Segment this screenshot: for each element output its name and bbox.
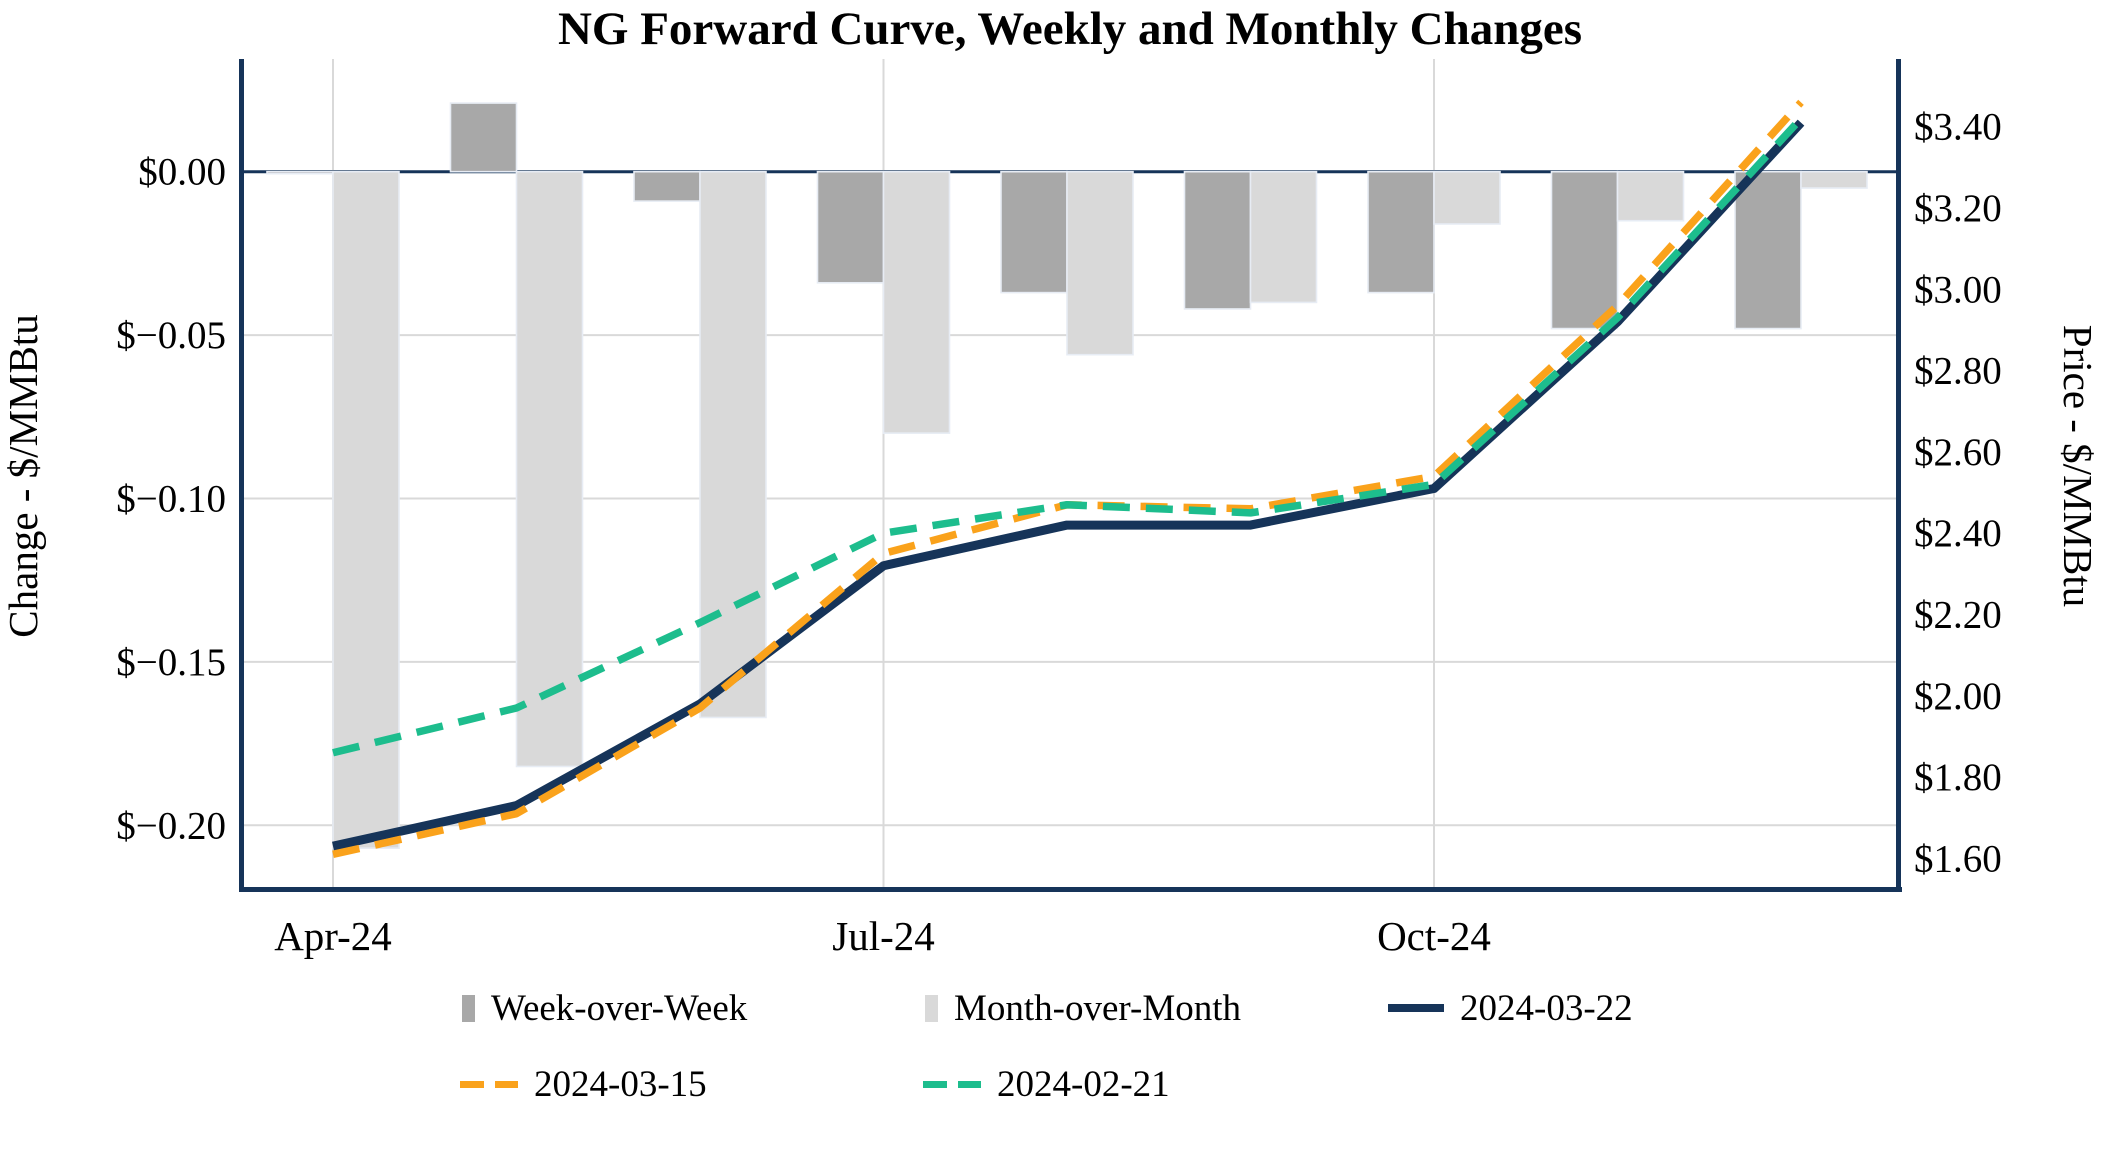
- legend-label: Month-over-Month: [954, 987, 1242, 1029]
- bar: [332, 170, 400, 849]
- bar: [1183, 170, 1252, 310]
- bar: [633, 170, 701, 202]
- bar: [449, 102, 518, 173]
- bar: [515, 170, 584, 768]
- tick-label: $−0.05: [116, 314, 226, 357]
- legend-label: 2024-03-22: [1460, 987, 1633, 1029]
- tick-label: $3.00: [1914, 268, 2002, 311]
- legend-item-week-over-week: Week-over-Week: [462, 982, 747, 1034]
- bar: [1367, 170, 1435, 294]
- legend-label: 2024-03-15: [534, 1063, 707, 1105]
- tick-label: $0.00: [138, 151, 226, 194]
- tick-label: $2.40: [1914, 512, 2002, 555]
- tick-label: $1.60: [1914, 837, 2002, 880]
- week-over-week-swatch-icon: [462, 994, 475, 1022]
- month-over-month-swatch-icon: [925, 994, 938, 1022]
- legend-item-2024-02-21: 2024-02-21: [923, 1058, 1170, 1110]
- legend-item-month-over-month: Month-over-Month: [925, 982, 1241, 1034]
- bar: [1000, 170, 1068, 294]
- tick-label: $−0.10: [116, 478, 226, 521]
- left-axis-label: Change - $/MMBtu: [0, 314, 46, 638]
- solid-line-swatch-icon: [1388, 1004, 1444, 1012]
- bars-week-over-week: [266, 102, 1802, 330]
- tick-label: $1.80: [1914, 756, 2002, 799]
- tick-label: $2.80: [1914, 350, 2002, 393]
- bar: [1249, 170, 1318, 304]
- bar: [1800, 170, 1868, 189]
- bar: [699, 170, 767, 719]
- tick-label: Oct-24: [1377, 913, 1491, 959]
- tick-label: $2.00: [1914, 675, 2002, 718]
- right-axis-label: Price - $/MMBtu: [2055, 324, 2101, 608]
- bars: [266, 102, 1868, 849]
- bar: [882, 170, 951, 434]
- bar: [816, 170, 885, 284]
- bar: [1066, 170, 1134, 356]
- tick-label: $3.40: [1914, 106, 2002, 149]
- bar: [1734, 170, 1802, 330]
- legend-label: Week-over-Week: [491, 987, 748, 1029]
- tick-labels: $0.00 $−0.05 $−0.10 $−0.15 $−0.20 $3.40 $3.20 $…: [116, 106, 2002, 959]
- chart-title: NG Forward Curve, Weekly and Monthly Cha…: [557, 3, 1583, 55]
- tick-label: $−0.20: [116, 804, 226, 847]
- legend-label: 2024-02-21: [997, 1063, 1170, 1105]
- bar: [1550, 170, 1619, 330]
- legend-item-2024-03-15: 2024-03-15: [460, 1058, 707, 1110]
- bar: [266, 170, 334, 175]
- tick-label: $2.60: [1914, 431, 2002, 474]
- line-2024-02-21: [332, 116, 1804, 757]
- tick-label: Jul-24: [832, 913, 935, 959]
- legend-item-2024-03-22: 2024-03-22: [1388, 982, 1633, 1034]
- orange-dashed-swatch-icon: [460, 1080, 518, 1088]
- tick-label: $−0.15: [116, 641, 226, 684]
- tick-label: $3.20: [1914, 187, 2002, 230]
- bars-month-over-month: [332, 170, 1868, 849]
- axes-spines: [239, 59, 1902, 892]
- green-dashed-swatch-icon: [923, 1080, 981, 1088]
- tick-label: $2.20: [1914, 594, 2002, 637]
- bar: [1433, 170, 1501, 225]
- lines: [332, 99, 1805, 858]
- tick-label: Apr-24: [274, 913, 392, 959]
- bar: [1616, 170, 1685, 222]
